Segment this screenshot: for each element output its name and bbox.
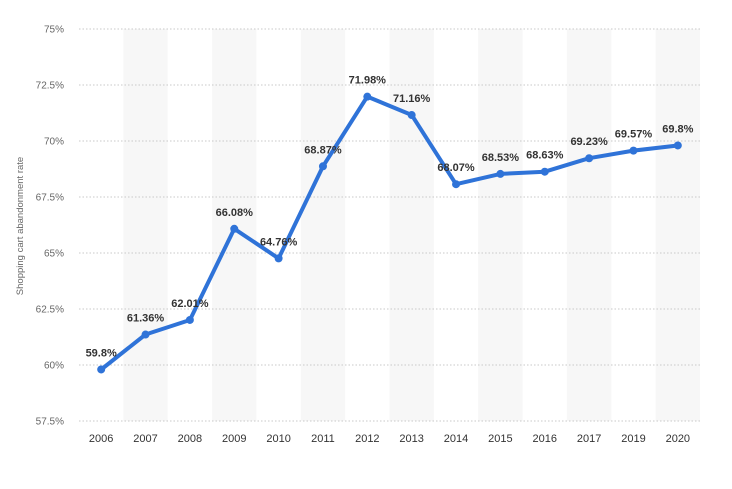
data-label: 68.07% — [437, 162, 475, 174]
data-point[interactable] — [318, 162, 327, 171]
data-point[interactable] — [496, 169, 505, 178]
x-tick-label: 2006 — [89, 433, 113, 445]
data-point[interactable] — [274, 254, 283, 263]
column-band — [478, 29, 523, 421]
data-points — [97, 92, 682, 374]
data-label: 68.53% — [482, 152, 520, 164]
data-label: 68.63% — [526, 150, 564, 162]
x-tick-label: 2007 — [133, 433, 157, 445]
data-point[interactable] — [673, 141, 682, 150]
y-axis-ticks: 57.5% 60% 62.5% 65% 67.5% 70% 72.5% 75% — [36, 25, 64, 428]
x-tick-label: 2015 — [488, 433, 512, 445]
y-tick-label: 57.5% — [36, 417, 64, 428]
y-tick-label: 60% — [44, 361, 64, 372]
y-tick-label: 65% — [44, 249, 64, 260]
data-label: 69.57% — [615, 129, 653, 141]
data-point[interactable] — [629, 146, 638, 155]
x-tick-label: 2011 — [311, 433, 335, 445]
data-point[interactable] — [185, 315, 194, 324]
x-tick-label: 2020 — [666, 433, 690, 445]
x-tick-label: 2019 — [621, 433, 645, 445]
data-label: 69.8% — [662, 123, 693, 135]
y-tick-label: 70% — [44, 137, 64, 148]
y-axis-title: Shopping cart abandonment rate — [15, 157, 26, 295]
data-label: 59.8% — [86, 347, 117, 359]
data-label: 71.98% — [349, 75, 387, 87]
x-tick-label: 2009 — [222, 433, 246, 445]
x-tick-label: 2014 — [444, 433, 468, 445]
x-tick-label: 2010 — [266, 433, 290, 445]
data-point[interactable] — [452, 180, 461, 189]
x-tick-label: 2016 — [533, 433, 557, 445]
data-label: 64.76% — [260, 236, 298, 248]
data-point[interactable] — [141, 330, 150, 339]
data-point[interactable] — [540, 167, 549, 176]
x-tick-label: 2012 — [355, 433, 379, 445]
data-labels: 59.8% 61.36% 62.01% 66.08% 64.76% 68.87% 71.98… — [86, 75, 694, 360]
column-bands — [123, 29, 700, 421]
series-line — [99, 94, 680, 372]
data-point[interactable] — [363, 92, 372, 101]
x-tick-label: 2017 — [577, 433, 601, 445]
data-label: 71.16% — [393, 93, 431, 105]
data-point[interactable] — [97, 365, 106, 374]
data-label: 68.87% — [304, 144, 342, 156]
column-band — [566, 29, 612, 421]
y-tick-label: 67.5% — [36, 193, 64, 204]
data-label: 62.01% — [171, 298, 209, 310]
y-tick-label: 62.5% — [36, 305, 64, 316]
column-band — [300, 29, 346, 421]
column-band — [655, 29, 700, 421]
data-label: 66.08% — [216, 207, 254, 219]
data-point[interactable] — [230, 224, 239, 233]
data-label: 69.23% — [570, 136, 608, 148]
x-tick-label: 2013 — [399, 433, 423, 445]
x-axis-ticks: 2006 2007 2008 2009 2010 2011 2012 2013 2014 2015… — [89, 433, 690, 445]
data-point[interactable] — [585, 154, 594, 163]
column-band — [123, 29, 168, 421]
y-tick-label: 72.5% — [36, 81, 64, 92]
data-point[interactable] — [407, 111, 416, 120]
data-label: 61.36% — [127, 313, 165, 325]
x-tick-label: 2008 — [178, 433, 202, 445]
column-band — [389, 29, 434, 421]
y-tick-label: 75% — [44, 25, 64, 36]
